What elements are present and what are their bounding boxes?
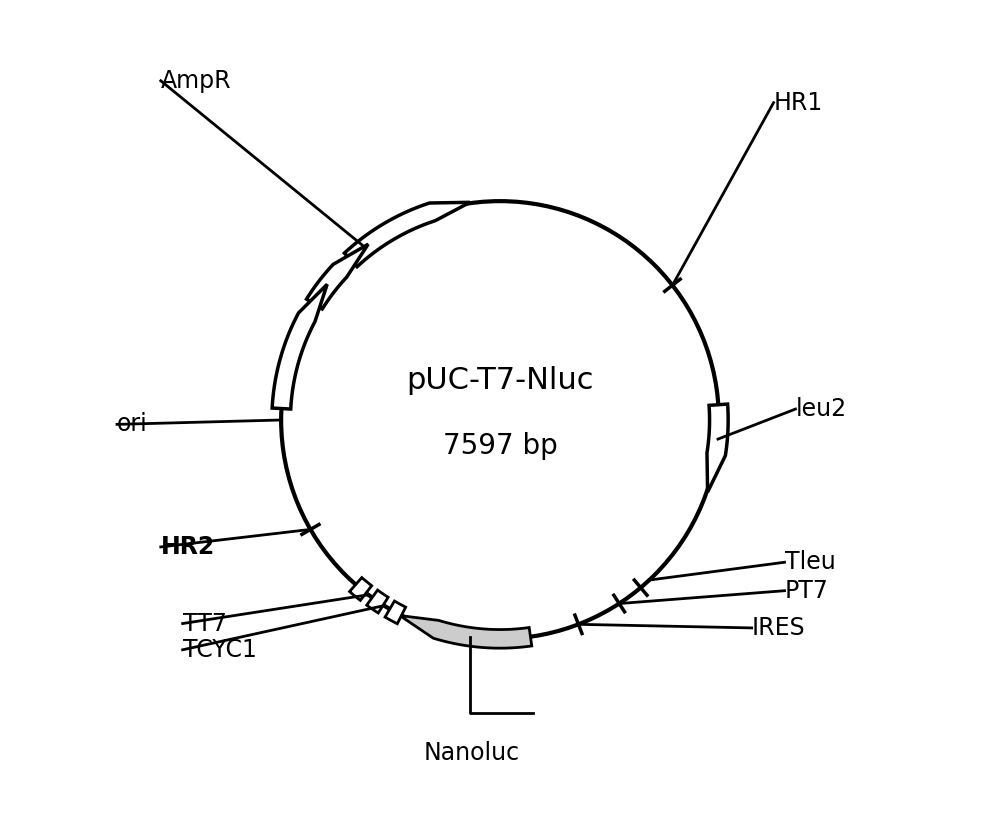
Text: Nanoluc: Nanoluc <box>423 741 520 764</box>
Polygon shape <box>400 616 532 648</box>
Polygon shape <box>344 202 470 267</box>
Polygon shape <box>272 284 327 409</box>
Text: HR1: HR1 <box>774 91 823 114</box>
Text: ori: ori <box>117 412 148 436</box>
Text: 7597 bp: 7597 bp <box>443 433 557 460</box>
Text: leu2: leu2 <box>795 397 847 421</box>
Polygon shape <box>307 244 368 309</box>
Text: AmpR: AmpR <box>161 69 231 92</box>
Text: pUC-T7-Nluc: pUC-T7-Nluc <box>406 366 594 395</box>
Text: HR2: HR2 <box>161 535 215 559</box>
Polygon shape <box>350 578 372 601</box>
Text: TT7: TT7 <box>183 612 227 636</box>
Text: Tleu: Tleu <box>785 550 835 575</box>
Polygon shape <box>385 601 406 624</box>
Polygon shape <box>367 590 388 613</box>
Text: IRES: IRES <box>752 616 805 640</box>
Text: TCYC1: TCYC1 <box>183 638 257 662</box>
Polygon shape <box>707 404 728 492</box>
Text: PT7: PT7 <box>785 579 828 603</box>
